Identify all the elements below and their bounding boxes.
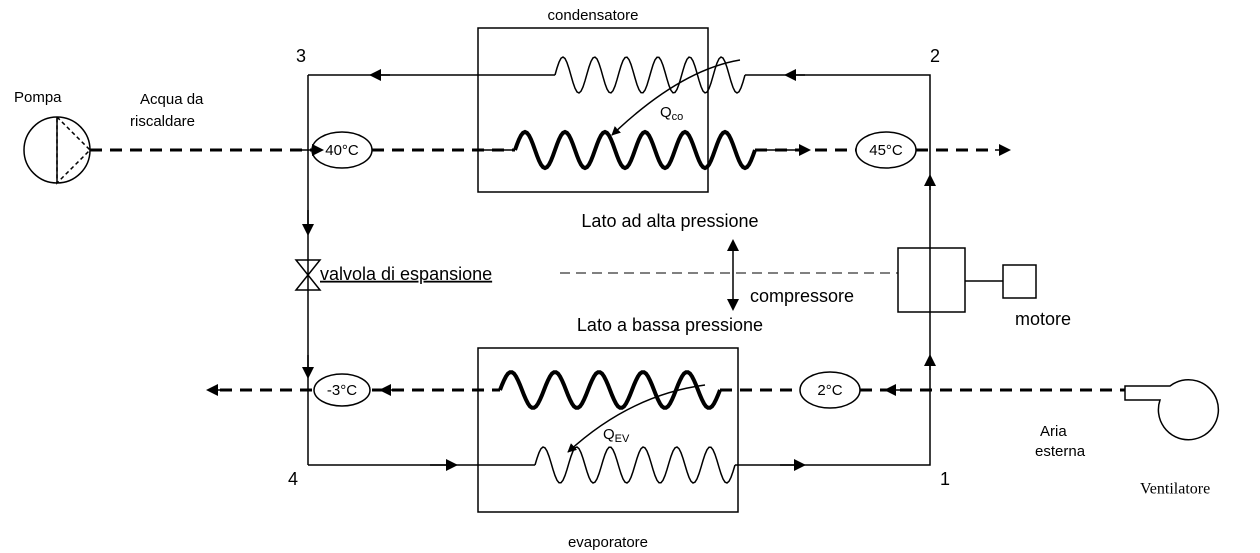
- condenser-box: [477, 27, 709, 193]
- air-inlet-label: Aria: [1040, 423, 1067, 440]
- fan-label: Ventilatore: [1140, 481, 1210, 498]
- temp-label: 2°C: [817, 382, 842, 399]
- condenser-coil: [554, 56, 746, 94]
- pump-label: Pompa: [14, 89, 62, 106]
- motor: [1002, 264, 1037, 299]
- heat-arrow: [611, 59, 741, 136]
- point-label: 2: [930, 46, 940, 66]
- compressor: [897, 247, 966, 313]
- point-label: 3: [296, 46, 306, 66]
- motor-label: motore: [1015, 309, 1071, 329]
- temp-label: 40°C: [325, 142, 359, 159]
- low-side-label: Lato a bassa pressione: [577, 315, 763, 335]
- temp-label: -3°C: [327, 382, 357, 399]
- condenser-water-coil: [513, 129, 757, 171]
- valve-label: valvola di espansione: [320, 264, 492, 284]
- temp-label: 45°C: [869, 142, 903, 159]
- compressor-label: compressore: [750, 286, 854, 306]
- evaporator-label: evaporatore: [568, 534, 648, 551]
- pump-symbol: [56, 115, 92, 185]
- temp-ellipse: [313, 373, 371, 407]
- heat-subscript: co: [672, 111, 684, 123]
- condenser-label: condensatore: [548, 7, 639, 24]
- temp-ellipse: [311, 131, 373, 169]
- evaporator-air-coil: [498, 370, 722, 410]
- high-side-label: Lato ad alta pressione: [581, 211, 758, 231]
- heat-symbol: Q: [603, 426, 615, 443]
- evaporator-box: [477, 347, 739, 513]
- temp-ellipse: [855, 131, 917, 169]
- valve: [294, 259, 322, 291]
- water-inlet-label: riscaldare: [130, 113, 195, 130]
- air-inlet-label: esterna: [1035, 443, 1086, 460]
- heat-symbol: Q: [660, 104, 672, 121]
- heat-arrow: [567, 384, 706, 453]
- evaporator-coil: [534, 446, 736, 484]
- fan: [1124, 379, 1220, 441]
- refrigerant-loop: [308, 74, 931, 466]
- point-label: 1: [940, 469, 950, 489]
- water-inlet-label: Acqua da: [140, 91, 204, 108]
- point-label: 4: [288, 469, 298, 489]
- heat-label: Qco: [660, 104, 683, 123]
- heat-label: QEV: [603, 426, 630, 445]
- heat-subscript: EV: [615, 433, 630, 445]
- temp-ellipse: [799, 371, 861, 409]
